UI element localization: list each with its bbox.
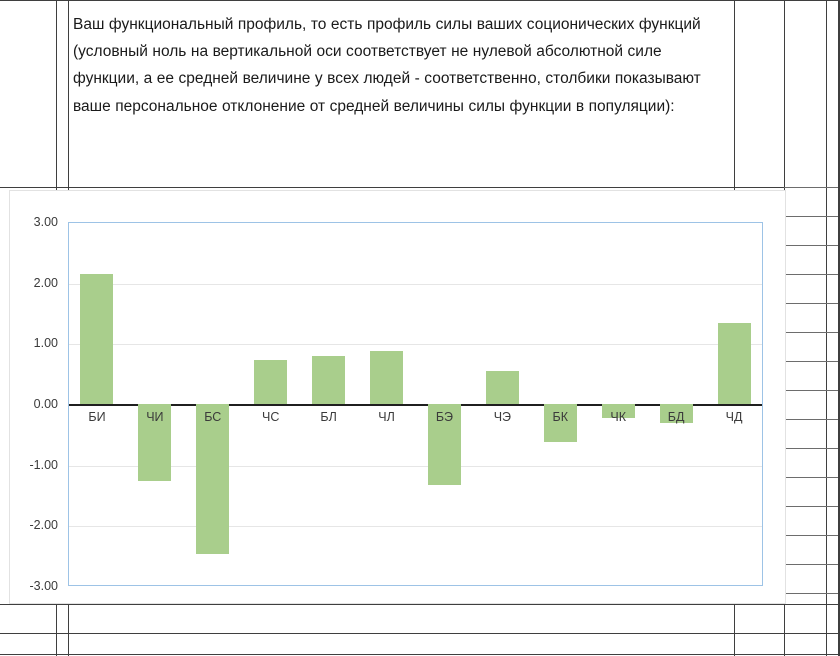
chart-y-tick-label: 2.00 bbox=[33, 275, 58, 290]
chart-category-label: ЧИ bbox=[146, 410, 164, 424]
chart-gridline bbox=[69, 465, 762, 467]
chart-gridline bbox=[69, 526, 762, 528]
chart-bars-layer: БИ ЧИ БС ЧС БЛ ЧЛ БЭ ЧЭ БК ЧК БД ЧД bbox=[68, 222, 763, 586]
right-column-row-separator bbox=[784, 332, 838, 333]
chart-y-tick-label: -3.00 bbox=[29, 579, 59, 593]
chart-plot-wrapper: 3.00 2.00 1.00 0.00 -1.00 -2.00 -3.00 БИ ЧИ БС ЧС… bbox=[10, 191, 785, 603]
chart-bar[interactable] bbox=[601, 404, 635, 418]
chart-bar[interactable] bbox=[659, 404, 693, 423]
chart-y-tick-label: -1.00 bbox=[29, 457, 59, 472]
row-separator-top bbox=[0, 0, 840, 1]
chart-bar[interactable] bbox=[427, 404, 461, 486]
chart-zero-line bbox=[69, 404, 762, 406]
description-paragraph: Ваш функциональный профиль, то есть проф… bbox=[73, 16, 701, 115]
right-column-row-separator bbox=[784, 448, 838, 449]
chart-bar[interactable] bbox=[485, 370, 519, 404]
column-separator-e bbox=[826, 0, 827, 656]
chart-category-label: БД bbox=[667, 410, 685, 424]
chart-y-tick-label: 3.00 bbox=[33, 215, 58, 229]
right-column-row-separator bbox=[784, 274, 838, 275]
chart-category-label: ЧК bbox=[610, 410, 627, 424]
row-separator-bottom-3 bbox=[0, 654, 840, 655]
chart-bar[interactable] bbox=[80, 273, 114, 404]
chart-category-label: ЧС bbox=[262, 410, 280, 424]
right-column-row-separator bbox=[784, 506, 838, 507]
right-column-row-separator bbox=[784, 419, 838, 420]
chart-category-label: БЛ bbox=[320, 410, 337, 424]
chart-bar[interactable] bbox=[196, 404, 230, 554]
chart-bar[interactable] bbox=[370, 350, 404, 404]
right-column-row-separator bbox=[784, 564, 838, 565]
chart-category-label: ЧЭ bbox=[493, 410, 512, 424]
chart-category-label: ЧЛ bbox=[378, 410, 395, 424]
chart-gridline bbox=[69, 283, 762, 285]
chart-y-tick-label: -2.00 bbox=[29, 518, 59, 533]
right-column-row-separator bbox=[784, 245, 838, 246]
chart-gridline bbox=[69, 344, 762, 346]
right-column-row-separator bbox=[784, 303, 838, 304]
chart-bar[interactable] bbox=[543, 404, 577, 442]
description-text-cell: Ваш функциональный профиль, то есть проф… bbox=[69, 1, 734, 187]
right-column-row-separator bbox=[784, 593, 838, 594]
chart-bar[interactable] bbox=[717, 323, 751, 404]
right-column-row-separator bbox=[784, 390, 838, 391]
row-separator-text-bottom bbox=[0, 187, 840, 188]
chart-bar[interactable] bbox=[138, 404, 172, 482]
chart-y-tick-label: 0.00 bbox=[33, 397, 58, 411]
right-column-row-separator bbox=[784, 361, 838, 362]
chart-y-tick-label: 1.00 bbox=[33, 336, 58, 351]
sheet-right-border bbox=[838, 0, 840, 656]
right-column-row-separator bbox=[784, 535, 838, 536]
chart-category-label: БЭ bbox=[435, 410, 453, 424]
chart-bar[interactable] bbox=[312, 356, 346, 404]
chart-category-label: БИ bbox=[88, 410, 106, 424]
chart-object[interactable]: 3.00 2.00 1.00 0.00 -1.00 -2.00 -3.00 БИ ЧИ БС ЧС… bbox=[9, 190, 786, 604]
chart-category-label: БК bbox=[552, 410, 569, 424]
chart-category-label: ЧД bbox=[725, 410, 743, 424]
chart-bar[interactable] bbox=[254, 360, 288, 404]
right-column-row-separator bbox=[784, 477, 838, 478]
right-column-row-separator bbox=[784, 216, 838, 217]
right-column-row-separator bbox=[784, 187, 838, 188]
chart-category-label: БС bbox=[204, 410, 222, 424]
row-separator-bottom-1 bbox=[0, 604, 840, 605]
row-separator-bottom-2 bbox=[0, 633, 840, 634]
chart-plot-area bbox=[68, 222, 763, 586]
